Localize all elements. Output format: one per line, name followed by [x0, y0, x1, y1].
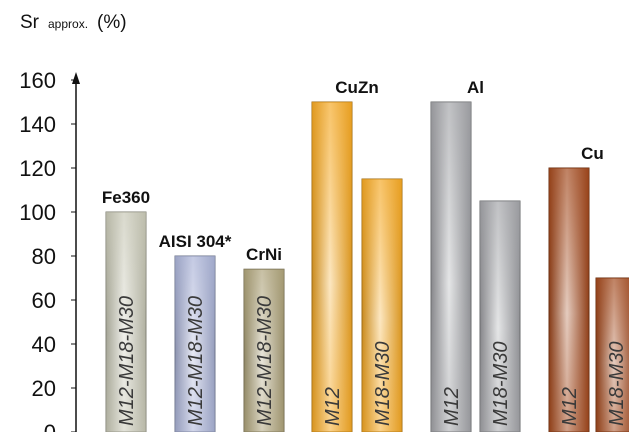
bar-label: M18-M30	[606, 342, 628, 426]
y-tick-label: 60	[32, 288, 56, 313]
bar-crni-0: M12-M18-M30	[243, 268, 285, 432]
bar-overlay	[480, 201, 520, 432]
group-label: Fe360	[102, 188, 150, 207]
bar-label: M12	[441, 387, 463, 426]
bar-label: M12	[559, 387, 581, 426]
y-axis-label-unit: (%)	[97, 12, 127, 33]
bar-label: M18-M30	[490, 342, 512, 426]
group-label: Al	[467, 78, 484, 97]
bar-overlay	[244, 269, 284, 432]
group-label: CuZn	[335, 78, 378, 97]
y-tick-labels: 0 20 40 60 80 100 120 140 160	[19, 68, 76, 432]
bar-cu-0: M12	[548, 167, 590, 432]
y-tick-label: 80	[32, 244, 56, 269]
y-axis-label-main: Sr	[20, 12, 40, 33]
bar-al-1: M18-M30	[479, 200, 521, 432]
bars: M12-M18-M30 M12-M18-M30 M12-M18-M30 M12 M18-…	[105, 101, 629, 432]
bar-overlay	[312, 102, 352, 432]
bar-label: M18-M30	[372, 342, 394, 426]
y-axis	[72, 72, 80, 432]
bar-overlay	[549, 168, 589, 432]
y-axis-arrow	[72, 72, 80, 84]
bar-aisi-304--0: M12-M18-M30	[174, 255, 216, 432]
y-tick-label: 40	[32, 332, 56, 357]
y-tick-label: 20	[32, 376, 56, 401]
bar-overlay	[362, 179, 402, 432]
y-tick-label: 120	[19, 156, 56, 181]
y-tick-label: 100	[19, 200, 56, 225]
y-tick-label: 140	[19, 112, 56, 137]
bar-al-0: M12	[430, 101, 472, 432]
bar-overlay	[106, 212, 146, 432]
bar-overlay	[596, 278, 629, 432]
group-label: Cu	[581, 144, 604, 163]
y-tick-label: 160	[19, 68, 56, 93]
y-axis-label-sub: approx.	[48, 17, 88, 31]
bar-label: M12	[322, 387, 344, 426]
group-label: AISI 304*	[159, 232, 232, 251]
y-tick-label: 0	[44, 420, 56, 432]
bar-overlay	[431, 102, 471, 432]
group-labels: Fe360 AISI 304* CrNi CuZn Al Cu	[102, 78, 604, 264]
bar-fe360-0: M12-M18-M30	[105, 211, 147, 432]
bar-label: M12-M18-M30	[116, 296, 138, 426]
bar-cu-1: M18-M30	[595, 277, 629, 432]
y-axis-label: Sr approx. (%)	[20, 12, 127, 33]
group-label: CrNi	[246, 245, 282, 264]
bar-overlay	[175, 256, 215, 432]
bar-label: M12-M18-M30	[185, 296, 207, 426]
bar-label: M12-M18-M30	[254, 296, 276, 426]
bar-cuzn-1: M18-M30	[361, 178, 403, 432]
bar-cuzn-0: M12	[311, 101, 353, 432]
